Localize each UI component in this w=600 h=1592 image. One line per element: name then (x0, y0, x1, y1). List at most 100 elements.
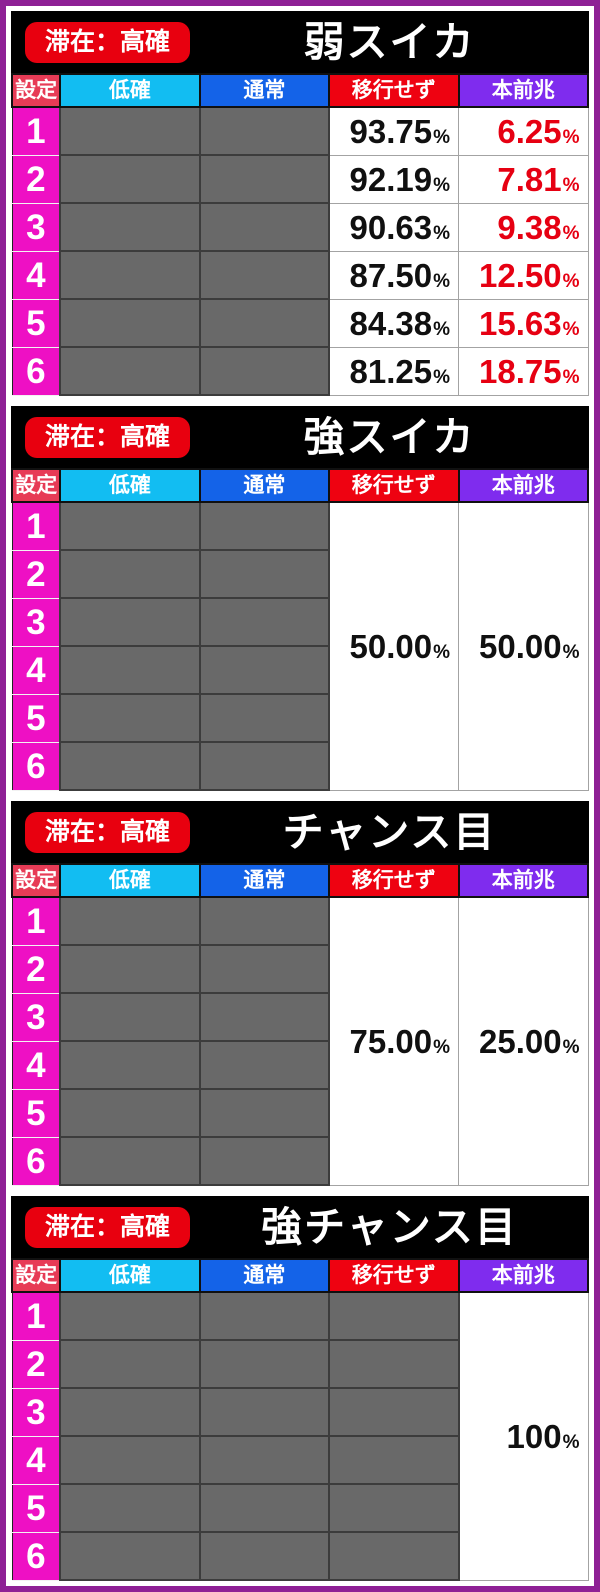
setting-cell: 4 (12, 250, 61, 300)
setting-cell: 4 (12, 645, 61, 695)
table-row: 1 93.75% 6.25% (12, 106, 589, 156)
empty-cell (59, 250, 201, 300)
no-shift-value-cell: 92.19% (328, 154, 460, 204)
panel-strong-suika: 滞在：高確 強スイカ 設定 低確 通常 移行せず 本前兆 1 50.00% 50… (10, 406, 589, 791)
table-row: 5 (12, 1088, 588, 1138)
no-shift-value-cell: 87.50% (328, 250, 460, 300)
table-row: 1 50.00% 50.00% (12, 501, 589, 791)
empty-cell (198, 944, 331, 994)
col-header-low: 低確 (59, 1258, 201, 1293)
table-row: 3 (12, 992, 588, 1042)
title-bar: 滞在：高確 強チャンス目 (11, 1196, 589, 1258)
panel-chance-me: 滞在：高確 チャンス目 設定 低確 通常 移行せず 本前兆 1 75.00% 2… (10, 801, 589, 1186)
empty-cell (59, 501, 201, 551)
col-header-setting: 設定 (10, 468, 62, 503)
title-bar: 滞在：高確 強スイカ (11, 406, 589, 468)
omen-value-cell: 18.75% (458, 346, 589, 396)
no-shift-value-cell: 90.63% (328, 202, 460, 252)
empty-cell (59, 896, 201, 946)
empty-cell (59, 1387, 201, 1437)
table-row: 4 (12, 1040, 588, 1090)
title-bar: 滞在：高確 チャンス目 (11, 801, 589, 863)
empty-cell (198, 1339, 331, 1389)
empty-cell (198, 1531, 331, 1581)
empty-cell (59, 597, 201, 647)
setting-cell: 3 (12, 1387, 61, 1437)
table-row: 5 (12, 1483, 588, 1533)
setting-cell: 3 (12, 202, 61, 252)
no-shift-value-cell: 75.00% (328, 896, 460, 1186)
table-row: 3 (12, 1387, 588, 1437)
setting-cell: 5 (12, 1088, 61, 1138)
empty-cell (198, 1435, 331, 1485)
panel-strong-chance-me: 滞在：高確 強チャンス目 設定 低確 通常 移行せず 本前兆 1 100% 2 (10, 1196, 589, 1581)
setting-cell: 1 (12, 501, 61, 551)
state-badge: 滞在：高確 (25, 21, 191, 63)
setting-cell: 1 (12, 896, 61, 946)
col-header-setting: 設定 (10, 1258, 62, 1293)
col-header-normal: 通常 (198, 1258, 331, 1293)
empty-cell (198, 597, 331, 647)
empty-cell (198, 741, 331, 791)
col-header-low: 低確 (59, 863, 201, 898)
table-row: 3 (12, 597, 588, 647)
empty-cell (59, 1531, 201, 1581)
setting-cell: 5 (12, 693, 61, 743)
setting-cell: 6 (12, 1136, 61, 1186)
table-row: 1 75.00% 25.00% (12, 896, 589, 1186)
setting-cell: 1 (12, 1291, 61, 1341)
empty-cell (198, 202, 331, 252)
title-bar: 滞在：高確 弱スイカ (11, 11, 589, 73)
empty-cell (59, 1483, 201, 1533)
table-row: 4 87.50% 12.50% (12, 250, 589, 300)
empty-cell (59, 1339, 201, 1389)
omen-value-cell: 25.00% (458, 896, 589, 1186)
no-shift-value-cell: 84.38% (328, 298, 460, 348)
table-row: 4 (12, 1435, 588, 1485)
empty-cell (59, 944, 201, 994)
state-badge: 滞在：高確 (25, 1206, 191, 1248)
empty-cell (328, 1291, 460, 1341)
table-title: チャンス目 (282, 808, 497, 855)
setting-cell: 2 (12, 1339, 61, 1389)
empty-cell (59, 346, 201, 396)
header-row: 設定 低確 通常 移行せず 本前兆 (10, 863, 589, 898)
empty-cell (198, 106, 331, 156)
empty-cell (198, 1387, 331, 1437)
header-row: 設定 低確 通常 移行せず 本前兆 (10, 73, 589, 108)
empty-cell (198, 1483, 331, 1533)
table-row: 5 84.38% 15.63% (12, 298, 589, 348)
table-row: 5 (12, 693, 588, 743)
table-row: 4 (12, 645, 588, 695)
empty-cell (198, 549, 331, 599)
table-row: 6 81.25% 18.75% (12, 346, 589, 396)
empty-cell (59, 1088, 201, 1138)
col-header-normal: 通常 (198, 863, 331, 898)
setting-cell: 6 (12, 1531, 61, 1581)
col-header-no-shift: 移行せず (328, 1258, 460, 1293)
col-header-low: 低確 (59, 73, 201, 108)
empty-cell (328, 1435, 460, 1485)
table-row: 2 (12, 549, 588, 599)
empty-cell (59, 992, 201, 1042)
col-header-low: 低確 (59, 468, 201, 503)
empty-cell (198, 250, 331, 300)
omen-value-cell: 7.81% (458, 154, 589, 204)
probability-table: 設定 低確 通常 移行せず 本前兆 1 100% 2 3 (10, 1258, 589, 1581)
empty-cell (328, 1531, 460, 1581)
setting-cell: 5 (12, 1483, 61, 1533)
table-row: 6 (12, 741, 588, 791)
empty-cell (198, 896, 331, 946)
empty-cell (59, 202, 201, 252)
setting-cell: 2 (12, 154, 61, 204)
setting-cell: 6 (12, 346, 61, 396)
empty-cell (328, 1339, 460, 1389)
empty-cell (328, 1387, 460, 1437)
omen-value-cell: 50.00% (458, 501, 589, 791)
empty-cell (198, 645, 331, 695)
empty-cell (59, 298, 201, 348)
table-row: 3 90.63% 9.38% (12, 202, 589, 252)
col-header-no-shift: 移行せず (328, 468, 460, 503)
setting-cell: 3 (12, 597, 61, 647)
